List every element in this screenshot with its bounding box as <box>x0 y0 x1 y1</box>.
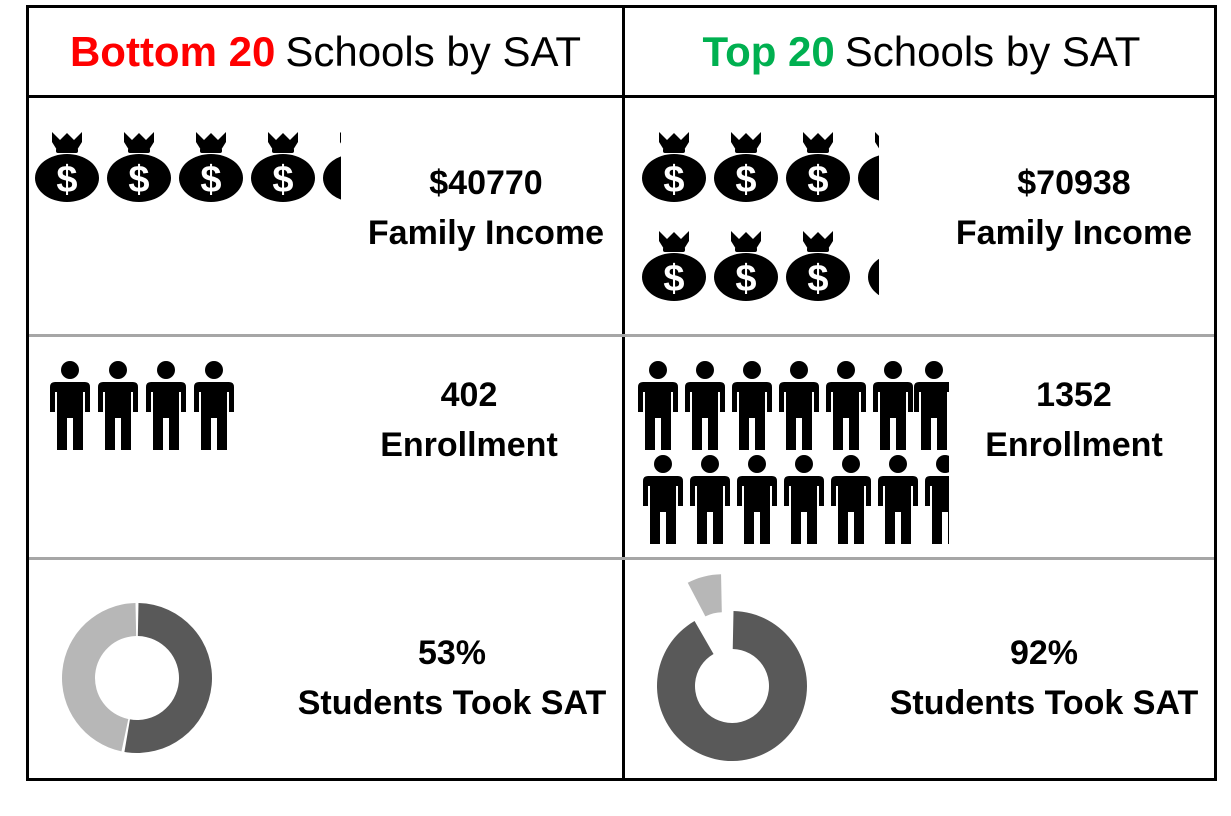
money-bag-icon <box>858 132 879 202</box>
money-bag-icon <box>786 132 850 202</box>
right-income-value: $70938 <box>1017 164 1131 202</box>
person-icon <box>784 455 824 544</box>
money-bag-icon <box>786 231 850 301</box>
left-enrollment-value: 402 <box>440 376 498 414</box>
left-income-metric: $40770 Family Income <box>341 158 631 258</box>
person-icon <box>873 361 913 450</box>
right-sat-value: 92% <box>1009 634 1079 672</box>
left-income-pictograph <box>34 125 341 215</box>
money-bag-icon <box>714 231 778 301</box>
person-icon <box>643 455 683 544</box>
right-enrollment-metric: 1352 Enrollment <box>929 370 1219 470</box>
left-sat-value: 53% <box>417 634 487 672</box>
person-icon <box>194 361 234 450</box>
person-icon <box>638 361 678 450</box>
money-bag-icon <box>107 132 171 202</box>
left-sat-donut <box>61 603 212 753</box>
header-divider <box>29 95 1214 98</box>
row-divider-2 <box>29 557 1214 560</box>
money-bag-icon <box>251 132 315 202</box>
person-icon <box>878 455 918 544</box>
left-income-value: $40770 <box>429 164 543 202</box>
person-icon <box>779 361 819 450</box>
money-bag-icon <box>642 132 706 202</box>
person-icon <box>826 361 866 450</box>
donut-slice-did-not-take-sat <box>61 603 137 752</box>
money-bag-icons <box>642 132 879 301</box>
money-bag-icon <box>179 132 243 202</box>
left-enrollment-metric: 402 Enrollment <box>329 370 609 470</box>
right-income-metric: $70938 Family Income <box>929 158 1219 258</box>
infographic: Bottom 20 Schools by SAT Top 20 Schools … <box>26 5 1217 781</box>
left-sat-label: Students Took SAT <box>297 684 607 722</box>
right-income-label: Family Income <box>955 214 1193 252</box>
person-icon <box>98 361 138 450</box>
person-icon <box>732 361 772 450</box>
money-bag-icon <box>642 231 706 301</box>
person-icon <box>50 361 90 450</box>
right-enrollment-pictograph <box>637 358 949 548</box>
left-enrollment-pictograph <box>49 358 242 453</box>
right-header: Top 20 Schools by SAT <box>625 8 1218 95</box>
left-header-highlight: Bottom 20 <box>69 27 276 75</box>
person-icon <box>831 455 871 544</box>
left-header: Bottom 20 Schools by SAT <box>29 8 622 95</box>
person-icon <box>685 361 725 450</box>
right-sat-metric: 92% Students Took SAT <box>879 628 1209 728</box>
donut-slice-took-sat <box>124 603 212 753</box>
left-income-label: Family Income <box>367 214 605 252</box>
money-bag-icon <box>323 132 341 202</box>
person-icon <box>690 455 730 544</box>
left-enrollment-label: Enrollment <box>380 426 558 464</box>
left-sat-metric: 53% Students Took SAT <box>287 628 617 728</box>
donut-slice-took-sat <box>657 611 807 761</box>
right-header-highlight: Top 20 <box>702 27 835 75</box>
row-divider-1 <box>29 334 1214 337</box>
person-icons <box>50 361 234 450</box>
right-income-pictograph <box>639 125 879 315</box>
person-icon <box>146 361 186 450</box>
donut-slice-did-not-take-sat <box>687 574 722 617</box>
right-enrollment-value: 1352 <box>1036 376 1112 414</box>
right-header-rest: Schools by SAT <box>844 27 1141 75</box>
person-icon <box>737 455 777 544</box>
money-bag-icon <box>35 132 99 202</box>
column-divider <box>622 8 625 778</box>
right-sat-donut <box>657 574 807 761</box>
money-bag-icons <box>35 132 341 202</box>
money-bag-icon <box>868 231 879 301</box>
money-bag-icon <box>714 132 778 202</box>
right-sat-label: Students Took SAT <box>889 684 1199 722</box>
person-icons <box>638 361 949 544</box>
left-header-rest: Schools by SAT <box>285 27 582 75</box>
right-enrollment-label: Enrollment <box>985 426 1163 464</box>
